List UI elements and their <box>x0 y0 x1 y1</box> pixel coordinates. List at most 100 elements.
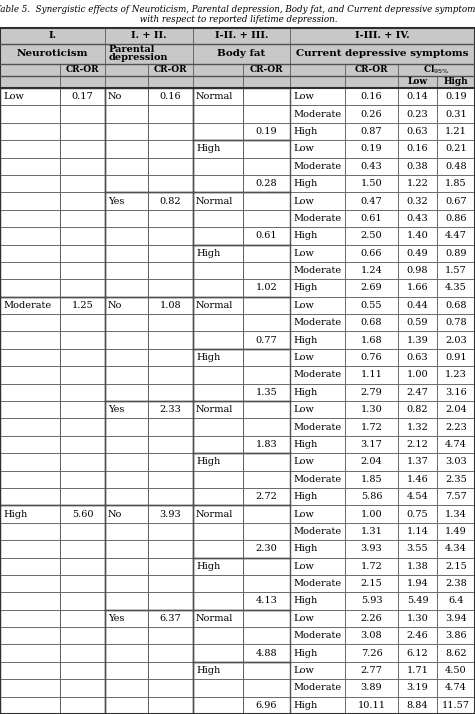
Bar <box>243 436 290 453</box>
Text: High: High <box>293 701 317 710</box>
Bar <box>60 558 105 575</box>
Bar <box>398 210 437 227</box>
Bar <box>0 436 60 453</box>
Text: 0.44: 0.44 <box>407 301 428 310</box>
Text: High: High <box>293 648 317 658</box>
Text: 2.38: 2.38 <box>445 579 467 588</box>
Text: 3.93: 3.93 <box>361 544 382 553</box>
Bar <box>243 506 290 523</box>
Bar <box>345 627 398 645</box>
Bar <box>437 192 475 210</box>
Bar <box>243 645 290 662</box>
Bar <box>105 679 148 697</box>
Text: 1.50: 1.50 <box>361 179 382 188</box>
Text: 1.02: 1.02 <box>256 283 277 293</box>
Bar <box>398 593 437 610</box>
Bar <box>105 523 148 540</box>
Text: 5.93: 5.93 <box>361 596 382 605</box>
Bar <box>398 64 475 76</box>
Bar <box>437 453 475 471</box>
Text: High: High <box>196 144 220 154</box>
Text: 0.14: 0.14 <box>407 92 428 101</box>
Bar <box>398 697 437 714</box>
Bar <box>243 471 290 488</box>
Bar <box>105 76 148 88</box>
Bar <box>60 175 105 192</box>
Text: 1.32: 1.32 <box>407 423 428 431</box>
Bar <box>398 244 437 262</box>
Text: High: High <box>293 544 317 553</box>
Bar <box>105 314 148 331</box>
Bar <box>290 383 345 401</box>
Bar <box>290 88 345 106</box>
Bar <box>345 296 398 314</box>
Bar <box>398 76 437 88</box>
Bar <box>398 575 437 593</box>
Bar <box>0 401 60 418</box>
Bar <box>290 123 345 140</box>
Bar <box>243 383 290 401</box>
Bar <box>60 140 105 158</box>
Bar <box>345 610 398 627</box>
Bar <box>0 349 60 366</box>
Bar <box>0 488 60 506</box>
Bar <box>290 244 345 262</box>
Bar <box>148 662 193 679</box>
Bar <box>148 627 193 645</box>
Text: 1.72: 1.72 <box>361 562 382 570</box>
Text: Low: Low <box>293 92 314 101</box>
Text: 1.31: 1.31 <box>361 527 382 536</box>
Bar <box>345 471 398 488</box>
Bar <box>437 471 475 488</box>
Text: 10.11: 10.11 <box>358 701 386 710</box>
Bar <box>437 697 475 714</box>
Bar <box>193 88 243 106</box>
Text: 2.15: 2.15 <box>445 562 467 570</box>
Bar <box>290 106 345 123</box>
Text: 3.03: 3.03 <box>445 458 467 466</box>
Text: 4.54: 4.54 <box>407 492 428 501</box>
Bar <box>193 28 290 44</box>
Bar <box>60 471 105 488</box>
Text: 0.78: 0.78 <box>445 318 467 327</box>
Bar <box>105 366 148 383</box>
Bar <box>290 192 345 210</box>
Text: 0.49: 0.49 <box>407 248 428 258</box>
Text: 1.37: 1.37 <box>407 458 428 466</box>
Text: 6.96: 6.96 <box>256 701 277 710</box>
Text: Moderate: Moderate <box>293 162 341 171</box>
Bar <box>0 593 60 610</box>
Bar <box>243 64 290 76</box>
Bar <box>0 296 60 314</box>
Bar <box>193 418 243 436</box>
Bar <box>437 88 475 106</box>
Bar <box>148 401 193 418</box>
Bar <box>105 697 148 714</box>
Text: 4.88: 4.88 <box>256 648 277 658</box>
Text: Low: Low <box>293 405 314 414</box>
Bar <box>243 192 290 210</box>
Bar <box>345 593 398 610</box>
Bar <box>243 488 290 506</box>
Bar <box>290 279 345 296</box>
Text: 0.68: 0.68 <box>361 318 382 327</box>
Text: Low: Low <box>293 353 314 362</box>
Bar <box>398 331 437 349</box>
Bar <box>193 697 243 714</box>
Bar <box>437 262 475 279</box>
Text: Moderate: Moderate <box>293 683 341 693</box>
Bar <box>398 610 437 627</box>
Text: 3.55: 3.55 <box>407 544 428 553</box>
Bar <box>105 175 148 192</box>
Bar <box>437 488 475 506</box>
Text: Normal: Normal <box>196 196 233 206</box>
Bar <box>243 175 290 192</box>
Bar <box>398 645 437 662</box>
Text: 4.35: 4.35 <box>445 283 467 293</box>
Text: 2.77: 2.77 <box>361 666 382 675</box>
Text: 5.49: 5.49 <box>407 596 428 605</box>
Text: Low: Low <box>293 614 314 623</box>
Bar <box>105 401 148 418</box>
Bar <box>243 575 290 593</box>
Bar <box>398 523 437 540</box>
